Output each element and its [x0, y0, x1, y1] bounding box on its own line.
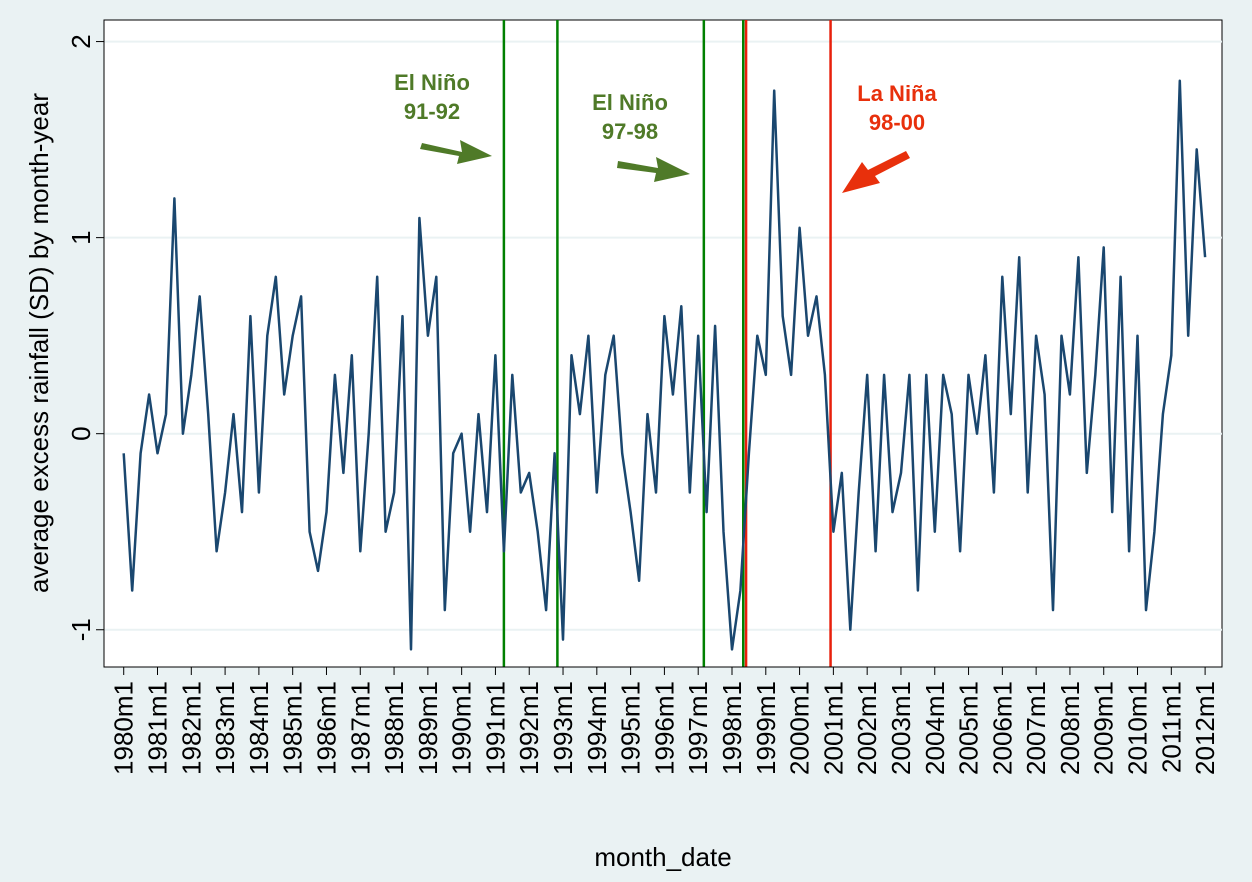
x-tick-label: 1984m1 [244, 681, 274, 775]
x-tick-label: 1995m1 [616, 681, 646, 775]
x-tick-label: 2001m1 [818, 681, 848, 775]
x-tick-label: 2006m1 [987, 681, 1017, 775]
x-tick-label: 2003m1 [886, 681, 916, 775]
x-tick-label: 1989m1 [413, 681, 443, 775]
arrows [420, 140, 910, 193]
x-tick-label: 2000m1 [785, 681, 815, 775]
y-tick-label: 2 [66, 34, 96, 48]
annotation: El Niño [592, 90, 668, 115]
x-tick-label: 1981m1 [143, 681, 173, 775]
annotation: La Niña [857, 81, 937, 106]
x-tick-label: 1999m1 [751, 681, 781, 775]
arrow [617, 157, 690, 182]
x-tick-label: 2012m1 [1190, 681, 1220, 775]
annotation: 97-98 [602, 119, 658, 144]
x-tick-label: 1994m1 [582, 681, 612, 775]
x-tick-label: 2005m1 [954, 681, 984, 775]
y-tick-label: -1 [66, 618, 96, 641]
event-lines [502, 20, 832, 667]
x-tick-label: 2004m1 [920, 681, 950, 775]
x-tick-label: 1985m1 [278, 681, 308, 775]
series [122, 79, 1207, 651]
arrow [420, 140, 492, 164]
x-tick-label: 1982m1 [176, 681, 206, 775]
x-tick-label: 1986m1 [311, 681, 341, 775]
series-line [122, 79, 1207, 651]
x-tick-label: 1993m1 [548, 681, 578, 775]
annotation: 98-00 [869, 110, 925, 135]
x-tick-label: 2002m1 [852, 681, 882, 775]
x-tick-label: 1990m1 [447, 681, 477, 775]
arrow [842, 151, 910, 193]
annotation: El Niño [394, 70, 470, 95]
x-tick-label: 1992m1 [514, 681, 544, 775]
x-tick-label: 1987m1 [345, 681, 375, 775]
x-tick-label: 1980m1 [109, 681, 139, 775]
x-tick-label: 1988m1 [379, 681, 409, 775]
x-tick-label: 1997m1 [683, 681, 713, 775]
annotation: 91-92 [404, 99, 460, 124]
x-tick-label: 2011m1 [1156, 681, 1186, 773]
x-tick-label: 1996m1 [649, 681, 679, 775]
x-tick-label: 2009m1 [1089, 681, 1119, 775]
x-tick-label: 1991m1 [480, 681, 510, 775]
y-tick-label: 1 [66, 230, 96, 244]
x-tick-label: 1983m1 [210, 681, 240, 775]
y-axis-title: average excess rainfall (SD) by month-ye… [24, 93, 54, 593]
x-axis-title: month_date [594, 842, 731, 872]
axes: -1 0 1 2 1980m1 1981m1 1982m1 1983m1 1984m1 1985m… [66, 34, 1220, 775]
x-tick-label: 2007m1 [1021, 681, 1051, 775]
x-tick-label: 2008m1 [1055, 681, 1085, 775]
x-tick-label: 2010m1 [1123, 681, 1153, 775]
y-tick-label: 0 [66, 426, 96, 440]
x-tick-label: 1998m1 [717, 681, 747, 775]
grid [104, 40, 1222, 631]
